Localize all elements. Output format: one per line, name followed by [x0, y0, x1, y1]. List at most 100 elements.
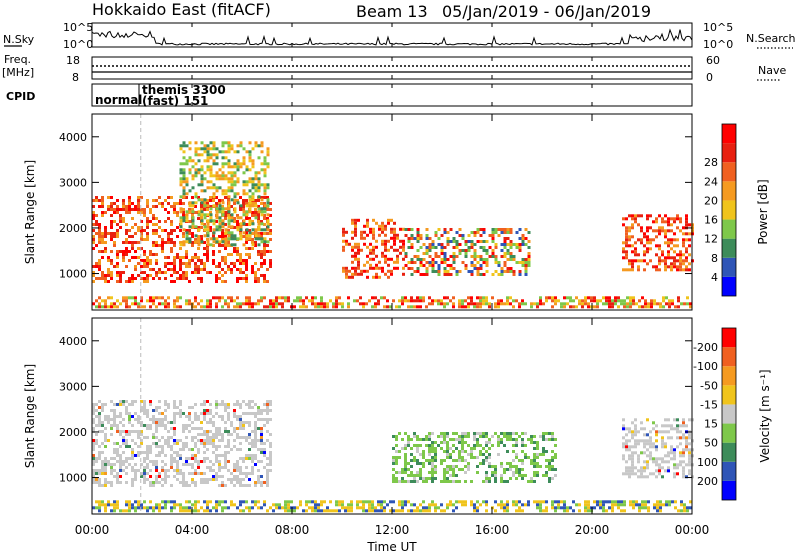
heatmap-cell	[125, 250, 128, 253]
heatmap-cell	[251, 186, 255, 190]
heatmap-cell	[98, 296, 101, 300]
heatmap-cell	[98, 430, 101, 433]
heatmap-cell	[188, 418, 191, 421]
heatmap-cell	[92, 238, 95, 241]
colorbar-tick-label: -50	[700, 379, 718, 392]
heatmap-cell	[206, 231, 210, 235]
heatmap-cell	[656, 302, 659, 306]
heatmap-cell	[158, 506, 161, 510]
heatmap-cell	[416, 509, 419, 513]
heatmap-cell	[366, 260, 369, 264]
heatmap-cell	[625, 448, 628, 452]
heatmap-cell	[167, 430, 170, 433]
heatmap-cell	[646, 454, 649, 458]
heatmap-cell	[488, 302, 491, 306]
heatmap-cell	[431, 503, 434, 507]
heatmap-cell	[203, 225, 207, 229]
heatmap-cell	[482, 299, 485, 303]
heatmap-cell	[509, 435, 512, 438]
heatmap-cell	[494, 509, 497, 513]
heatmap-cell	[679, 442, 682, 446]
heatmap-cell	[602, 503, 605, 507]
heatmap-cell	[209, 466, 212, 469]
heatmap-cell	[254, 183, 258, 187]
colorbar-tick-label: -200	[693, 341, 718, 354]
heatmap-cell	[631, 226, 634, 230]
heatmap-cell	[191, 478, 194, 481]
heatmap-cell	[689, 500, 692, 504]
heatmap-cell	[197, 265, 200, 268]
heatmap-cell	[194, 262, 197, 265]
heatmap-cell	[248, 219, 252, 223]
heatmap-cell	[101, 202, 104, 205]
heatmap-cell	[548, 477, 551, 480]
heatmap-cell	[482, 447, 485, 450]
heatmap-cell	[218, 463, 221, 466]
heatmap-cell	[366, 245, 369, 249]
heatmap-cell	[527, 231, 531, 234]
heatmap-cell	[393, 227, 396, 231]
heatmap-cell	[206, 208, 209, 211]
heatmap-cell	[239, 222, 243, 226]
heatmap-cell	[209, 436, 212, 439]
heatmap-cell	[245, 466, 248, 469]
heatmap-cell	[545, 450, 548, 453]
heatmap-cell	[584, 509, 587, 513]
heatmap-cell	[375, 275, 378, 279]
heatmap-cell	[398, 500, 401, 504]
heatmap-cell	[503, 468, 506, 471]
heatmap-cell	[284, 503, 287, 507]
heatmap-cell	[311, 296, 314, 300]
heatmap-cell	[233, 463, 236, 466]
heatmap-cell	[407, 462, 410, 465]
heatmap-cell	[188, 210, 192, 214]
heatmap-cell	[116, 448, 119, 451]
heatmap-cell	[533, 471, 536, 474]
heatmap-cell	[643, 475, 646, 479]
heatmap-cell	[230, 183, 234, 187]
heatmap-cell	[686, 506, 689, 510]
heatmap-cell	[206, 457, 209, 460]
heatmap-cell	[164, 400, 167, 403]
heatmap-cell	[407, 228, 411, 231]
heatmap-cell	[390, 230, 393, 234]
heatmap-cell	[257, 207, 261, 211]
heatmap-cell	[242, 400, 245, 403]
heatmap-cell	[203, 433, 206, 436]
heatmap-cell	[650, 299, 653, 303]
heatmap-cell	[233, 403, 236, 406]
heatmap-cell	[200, 222, 204, 226]
heatmap-cell	[482, 240, 486, 243]
heatmap-cell	[197, 243, 201, 247]
heatmap-cell	[191, 204, 195, 208]
heatmap-cell	[206, 481, 209, 484]
heatmap-cell	[98, 481, 101, 484]
heatmap-cell	[269, 457, 272, 460]
heatmap-cell	[215, 472, 218, 475]
heatmap-cell	[366, 221, 369, 225]
heatmap-cell	[506, 231, 510, 234]
heatmap-cell	[655, 268, 658, 272]
heatmap-cell	[503, 237, 507, 240]
heatmap-cell	[257, 478, 260, 481]
heatmap-cell	[425, 509, 428, 513]
heatmap-cell	[395, 471, 398, 474]
heatmap-cell	[242, 202, 245, 205]
heatmap-cell	[158, 509, 161, 513]
heatmap-cell	[269, 232, 272, 235]
heatmap-cell	[416, 231, 420, 234]
heatmap-cell	[551, 456, 554, 459]
heatmap-cell	[122, 250, 125, 253]
heatmap-cell	[224, 228, 228, 232]
heatmap-cell	[434, 471, 437, 474]
heatmap-cell	[428, 435, 431, 438]
heatmap-cell	[242, 162, 246, 166]
heatmap-cell	[491, 435, 494, 438]
heatmap-cell	[377, 299, 380, 303]
heatmap-cell	[488, 438, 491, 441]
heatmap-cell	[527, 503, 530, 507]
heatmap-cell	[188, 159, 192, 163]
heatmap-cell	[425, 435, 428, 438]
heatmap-cell	[182, 214, 185, 217]
